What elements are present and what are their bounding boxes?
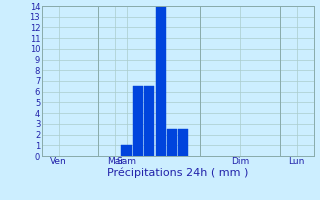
Bar	[156, 6, 166, 156]
X-axis label: Précipitations 24h ( mm ): Précipitations 24h ( mm )	[107, 168, 248, 178]
Bar	[167, 129, 177, 156]
Bar	[178, 129, 188, 156]
Bar	[122, 145, 132, 156]
Bar	[144, 86, 154, 156]
Bar	[133, 86, 143, 156]
